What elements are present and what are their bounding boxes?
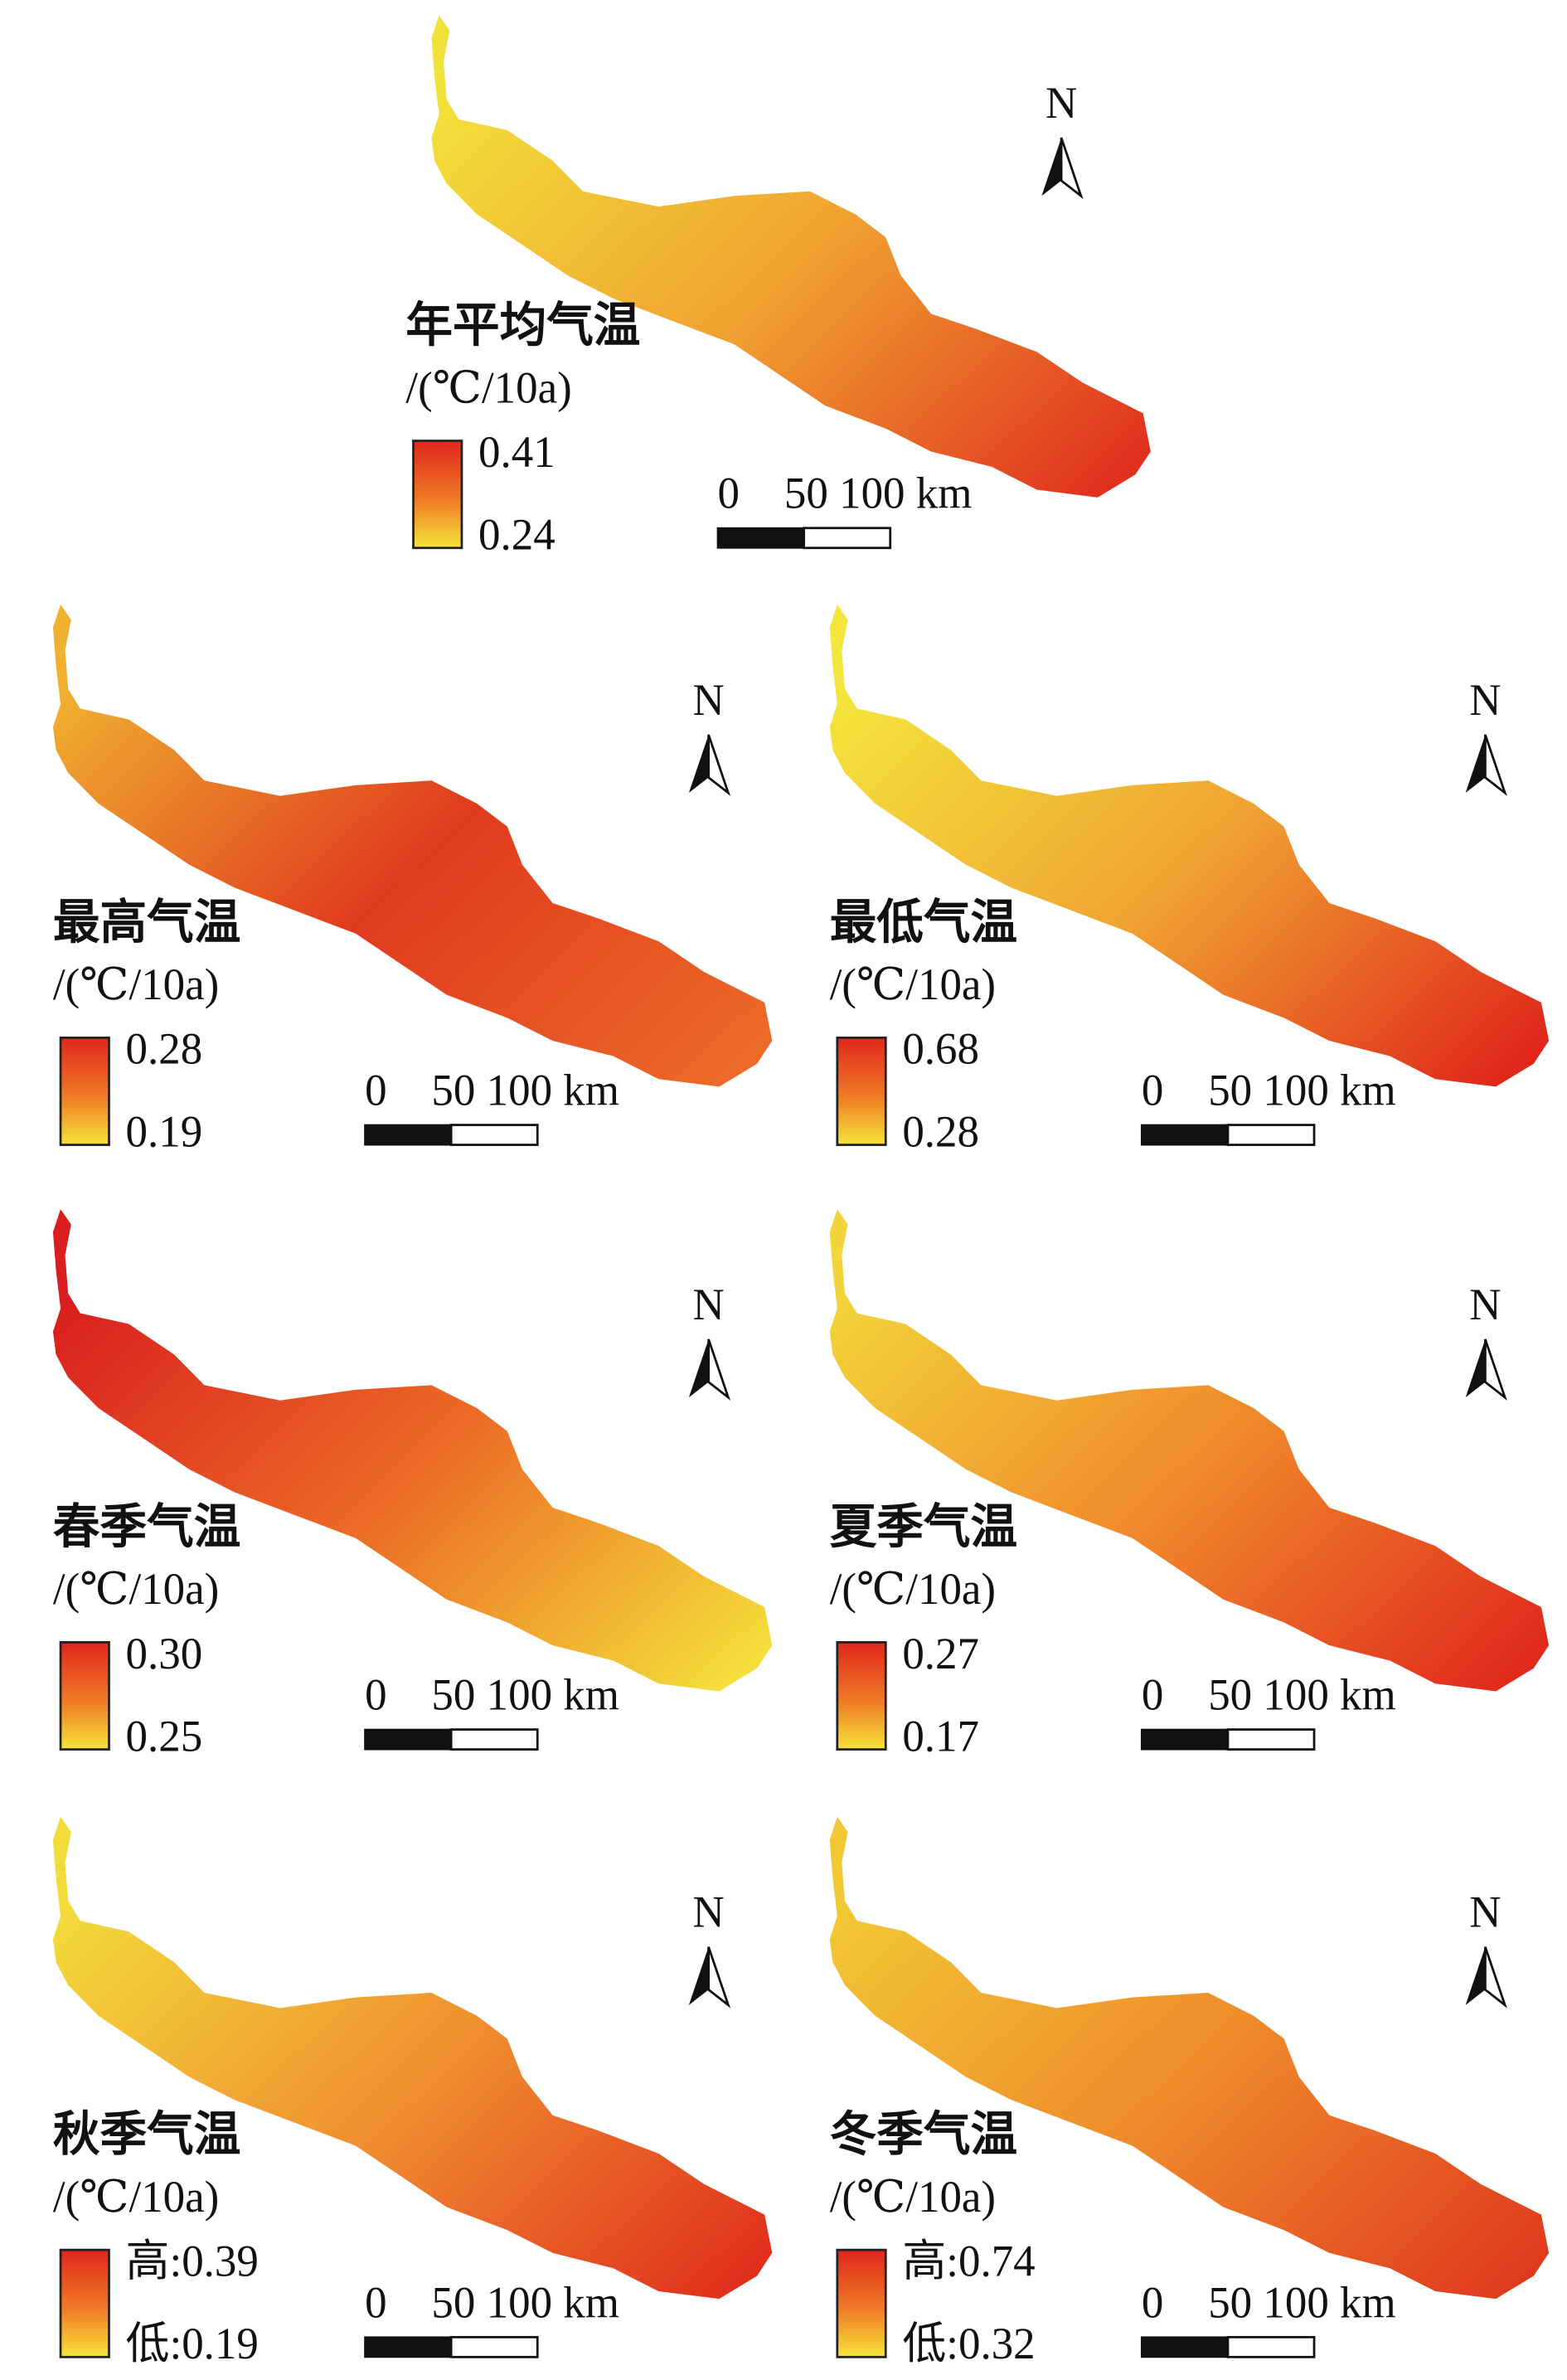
scale-start: 0 (365, 2278, 386, 2327)
scale-start: 0 (1142, 1670, 1163, 1719)
panel-title: 夏季气温 (830, 1501, 1017, 1553)
scale-bar (364, 1728, 453, 1751)
unit-label: /(℃/10a) (405, 363, 571, 412)
legend-low: 0.28 (902, 1107, 979, 1156)
north-arrow (688, 734, 709, 794)
north-label: N (1469, 676, 1501, 725)
legend-ramp (59, 1641, 110, 1751)
legend-high: 0.41 (478, 428, 555, 477)
panel-title: 最低气温 (830, 896, 1017, 949)
scale-start: 0 (365, 1066, 386, 1115)
unit-label: /(℃/10a) (830, 1565, 996, 1614)
scale-bar (716, 527, 805, 549)
scale-start: 0 (365, 1670, 386, 1719)
scale-start: 0 (718, 469, 740, 518)
legend-low: 0.24 (478, 510, 555, 559)
scale-bar (364, 2336, 453, 2358)
unit-label: /(℃/10a) (830, 2173, 996, 2222)
basin (829, 1209, 1550, 1692)
legend-high: 0.28 (126, 1024, 203, 1073)
scale-bar (1226, 1728, 1316, 1751)
north-arrow (707, 734, 731, 796)
panel-title: 春季气温 (53, 1501, 240, 1553)
north-arrow (707, 1338, 731, 1401)
north-arrow (1041, 138, 1062, 197)
basin (52, 1816, 773, 2300)
unit-label: /(℃/10a) (53, 1565, 219, 1614)
scale-end: 50 100 km (1208, 1670, 1396, 1719)
legend-ramp (59, 1036, 110, 1146)
map-panel: 冬季气温 /(℃/10a) 高:0.74 低:0.32 N 0 50 100 km (829, 1816, 1550, 2368)
scale-bar (1140, 2336, 1229, 2358)
scale-end: 50 100 km (1208, 2278, 1396, 2327)
map-panel: 最高气温 /(℃/10a) 0.28 0.19 N 0 50 100 km (52, 605, 773, 1156)
basin (829, 605, 1550, 1087)
legend-low: 低:0.32 (902, 2319, 1035, 2368)
north-arrow (1465, 734, 1486, 794)
scale-bar (449, 2335, 539, 2358)
scale-bar (1226, 2335, 1316, 2358)
unit-label: /(℃/10a) (53, 960, 219, 1009)
scale-bar (1226, 1124, 1316, 1146)
scale-end: 50 100 km (1208, 1066, 1396, 1115)
legend-ramp (836, 1036, 887, 1146)
scale-bar (803, 527, 892, 550)
unit-label: /(℃/10a) (53, 2173, 219, 2222)
legend-high: 高:0.74 (902, 2237, 1035, 2285)
scale-end: 50 100 km (431, 2278, 619, 2327)
north-label: N (1469, 1280, 1501, 1329)
map-panel: 最低气温 /(℃/10a) 0.68 0.28 N 0 50 100 km (829, 605, 1550, 1156)
legend-low: 低:0.19 (126, 2319, 259, 2368)
legend-ramp (412, 440, 463, 550)
scale-start: 0 (1142, 1066, 1163, 1115)
north-label: N (1045, 79, 1077, 128)
north-arrow (1465, 1946, 1486, 2005)
legend-low: 0.17 (902, 1712, 979, 1761)
north-arrow (688, 1338, 709, 1398)
north-arrow (1465, 1338, 1486, 1398)
legend-high: 0.27 (902, 1630, 979, 1678)
scale-bar (449, 1728, 539, 1751)
scale-bar (1140, 1124, 1229, 1146)
panel-title: 年平均气温 (405, 299, 640, 352)
north-arrow (688, 1946, 709, 2005)
north-label: N (1469, 1887, 1501, 1936)
north-arrow (1484, 1946, 1507, 2008)
legend-low: 0.19 (126, 1107, 203, 1156)
scale-start: 0 (1142, 2278, 1163, 2327)
panel-title: 秋季气温 (53, 2109, 240, 2161)
basin (52, 605, 773, 1087)
panel-title: 冬季气温 (830, 2109, 1017, 2161)
legend-high: 0.68 (902, 1024, 979, 1073)
panel-title: 最高气温 (53, 896, 240, 949)
scale-end: 50 100 km (784, 469, 973, 518)
map-panel: 夏季气温 /(℃/10a) 0.27 0.17 N 0 50 100 km (829, 1209, 1550, 1761)
north-arrow (1060, 137, 1084, 200)
legend-high: 0.30 (126, 1630, 203, 1678)
scale-bar (1140, 1728, 1229, 1751)
map-panel: 年平均气温 /(℃/10a) 0.41 0.24 N 0 50 100 km (405, 15, 1151, 560)
basin (431, 15, 1151, 498)
unit-label: /(℃/10a) (830, 960, 996, 1009)
scale-end: 50 100 km (431, 1066, 619, 1115)
scale-bar (364, 1124, 453, 1146)
legend-low: 0.25 (126, 1712, 203, 1761)
legend-ramp (836, 2248, 887, 2358)
basin (52, 1209, 773, 1692)
north-label: N (692, 1887, 724, 1936)
north-label: N (692, 1280, 724, 1329)
map-panel: 秋季气温 /(℃/10a) 高:0.39 低:0.19 N 0 50 100 km (52, 1816, 773, 2368)
legend-ramp (836, 1641, 887, 1751)
north-arrow (1484, 1338, 1507, 1401)
scale-bar (449, 1124, 539, 1146)
scale-end: 50 100 km (431, 1670, 619, 1719)
basin (829, 1816, 1550, 2300)
north-label: N (692, 676, 724, 725)
north-arrow (707, 1946, 731, 2008)
legend-high: 高:0.39 (126, 2237, 259, 2285)
legend-ramp (59, 2248, 110, 2358)
map-panel: 春季气温 /(℃/10a) 0.30 0.25 N 0 50 100 km (52, 1209, 773, 1761)
north-arrow (1484, 734, 1507, 796)
